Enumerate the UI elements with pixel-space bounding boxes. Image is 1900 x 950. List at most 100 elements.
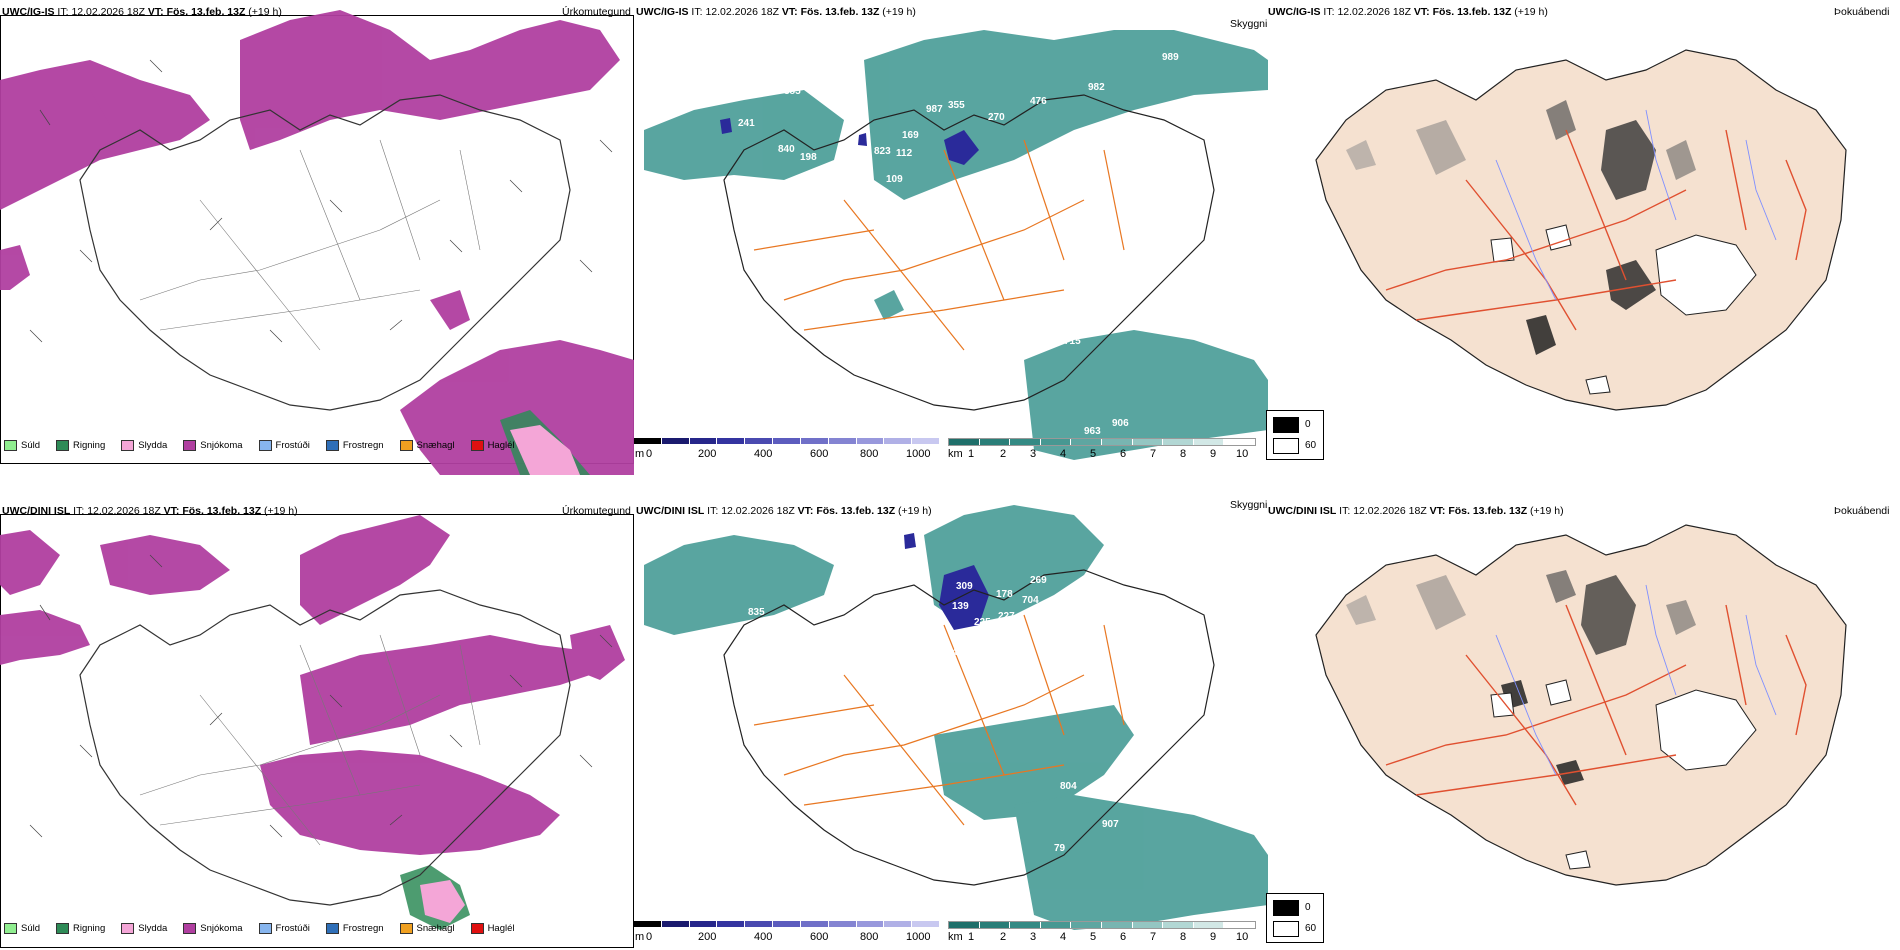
cloud-base-area [944, 130, 979, 165]
fog-title: Þokuábendi [1834, 6, 1890, 18]
colorbar-tick: 1000 [906, 448, 931, 460]
vt-value: Fös. 13.feb. 13Z [816, 505, 896, 517]
colorbar-tick: 7 [1150, 448, 1157, 460]
snow-area [260, 750, 560, 855]
wind-barbs [29, 554, 613, 838]
fog-panel-row1: UWC/IG-IS IT: 12.02.2026 18Z VT: Fös. 13… [1266, 0, 1900, 475]
vt-label: VT: [781, 6, 798, 18]
sleet-area [420, 880, 465, 923]
fog-intensity-areas [1346, 570, 1696, 785]
cloud-visibility-map [644, 30, 1268, 460]
colorbar-tick: 5 [1090, 931, 1097, 943]
it-value: 12.02.2026 18Z [1353, 505, 1427, 517]
vis-label: 476 [1030, 96, 1047, 107]
legend-value-0: 0 [1305, 902, 1311, 913]
cloud-base-ticks: m 0 200 400 600 800 1000 [634, 931, 954, 947]
colorbar-tick: 600 [810, 931, 829, 943]
legend-swatch [470, 440, 484, 451]
vis-label: 270 [988, 112, 1005, 123]
legend-swatch [325, 923, 339, 934]
vis-label: 355 [948, 100, 965, 111]
fog-area [1666, 140, 1696, 180]
road-network [753, 614, 1125, 826]
colorbar-tick: 9 [1210, 448, 1217, 460]
vis-label: 907 [1102, 819, 1119, 830]
vt-value: Fös. 13.feb. 13Z [166, 6, 246, 18]
vis-label: 989 [1162, 52, 1179, 63]
vis-label: 178 [996, 589, 1013, 600]
fog-area [1526, 315, 1556, 355]
cloud-base-colorbar [634, 438, 940, 444]
snow-area [90, 80, 170, 130]
legend-value-60: 60 [1305, 440, 1317, 451]
it-label: IT: [73, 505, 85, 517]
model-name: UWC/DINI ISL [1268, 505, 1337, 517]
vis-label: 154 [944, 705, 961, 716]
lead-time: (+19 h) [898, 505, 932, 517]
model-name: UWC/DINI ISL [2, 505, 71, 517]
wind-barbs [29, 59, 613, 343]
vis-label: 987 [926, 104, 943, 115]
fog-area [1546, 100, 1576, 140]
legend-swatch [258, 440, 272, 451]
snow-area [0, 530, 60, 595]
vis-label: 225 [974, 617, 991, 628]
vis-label: 227 [998, 611, 1015, 622]
legend-item: Slydda [121, 440, 167, 451]
glacier [1545, 224, 1572, 251]
it-label: IT: [1323, 6, 1335, 18]
legend-swatch-0 [1273, 900, 1299, 916]
colorbar-tick: 400 [754, 448, 773, 460]
lead-time: (+19 h) [1530, 505, 1564, 517]
vis-label: 20 [970, 661, 982, 672]
cloud-visibility-map [644, 505, 1268, 930]
snow-area [240, 10, 620, 150]
vis-label: 963 [1084, 426, 1101, 437]
vis-label: 715 [1064, 336, 1081, 347]
vis-label: 269 [1030, 575, 1047, 586]
fog-intensity-areas [1346, 100, 1696, 355]
colorbar-tick: 800 [860, 931, 879, 943]
model-name: UWC/IG-IS [636, 6, 689, 18]
vis-label: 109 [886, 174, 903, 185]
precip-title: Úrkomutegund [562, 505, 631, 517]
legend-swatch-60 [1273, 438, 1299, 454]
visibility-area [644, 90, 844, 180]
road-network [139, 634, 481, 846]
colorbar-tick: 1000 [906, 931, 931, 943]
iceland-land [1315, 524, 1847, 886]
colorbar-tick: 2 [1000, 448, 1007, 460]
fog-area [1601, 120, 1656, 200]
vis-label: 704 [1022, 595, 1039, 606]
snow-area [430, 290, 470, 330]
iceland-outline [79, 94, 571, 411]
panel-header: UWC/DINI ISL IT: 12.02.2026 18Z VT: Fös.… [636, 505, 932, 517]
snow-area [400, 340, 634, 475]
legend-item: Snæhagl [399, 923, 455, 934]
cloud-base-area [939, 565, 989, 630]
colorbar-tick: 1 [968, 931, 975, 943]
precip-title: Úrkomutegund [562, 6, 631, 18]
it-value: 12.02.2026 18Z [1337, 6, 1411, 18]
legend-item: Frostregn [325, 440, 384, 451]
visibility-colorbar [948, 921, 1256, 929]
vis-label: 18 [990, 643, 1002, 654]
colorbar-tick: 2 [1000, 931, 1007, 943]
legend-swatch [4, 440, 17, 451]
it-label: IT: [691, 6, 703, 18]
vis-label: 309 [956, 581, 973, 592]
colorbar-tick: 5 [1090, 448, 1097, 460]
snow-area [0, 60, 210, 210]
lead-time: (+19 h) [882, 6, 916, 18]
visibility-area [1014, 795, 1268, 930]
legend-item: Súld [4, 923, 40, 934]
colorbar-tick: 10 [1236, 448, 1249, 460]
it-label: IT: [57, 6, 69, 18]
iceland-land [1315, 49, 1847, 411]
fog-legend: 0 60 [1266, 410, 1324, 460]
fog-area [1416, 575, 1466, 630]
fog-area [1346, 595, 1376, 625]
vt-label: VT: [797, 505, 814, 517]
vis-label: 139 [952, 601, 969, 612]
vis-label: 840 [778, 144, 795, 155]
